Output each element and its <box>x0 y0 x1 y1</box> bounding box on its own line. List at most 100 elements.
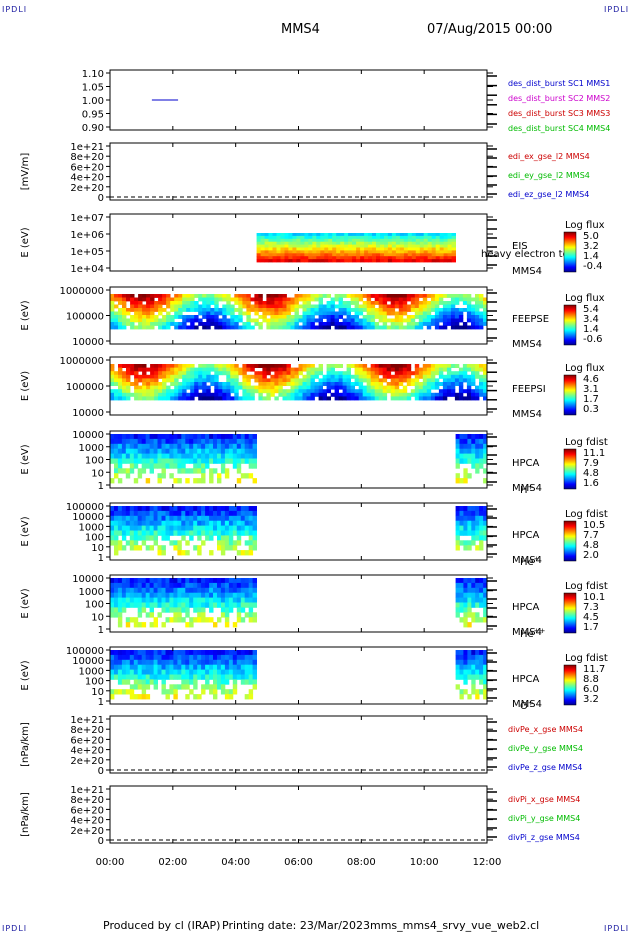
spectrogram-cell <box>190 304 195 309</box>
spectrogram-cell <box>126 378 131 383</box>
spectrogram-cell <box>228 654 234 661</box>
spectrogram-cell <box>210 297 215 302</box>
spectrogram-cell <box>220 438 226 445</box>
spectrogram-cell <box>224 622 230 628</box>
spectrogram-cell <box>332 253 337 257</box>
spectrogram-cell <box>182 304 187 309</box>
spectrogram-cell <box>201 540 206 546</box>
spectrogram-cell <box>334 382 339 386</box>
spectrogram-cell <box>185 694 190 700</box>
spectrogram-cell <box>209 520 214 526</box>
spectrogram-cell <box>129 669 135 675</box>
spectrogram-cell <box>193 650 198 656</box>
spectrogram-cell <box>173 434 178 440</box>
spectrogram-cell <box>258 294 263 298</box>
spectrogram-cell <box>157 458 162 464</box>
spectrogram-cell <box>236 669 242 675</box>
spectrogram-cell <box>348 233 353 237</box>
spectrogram-cell <box>220 674 226 680</box>
colorbar-tick-label: -0.6 <box>583 334 603 345</box>
spectrogram-cell <box>217 679 222 685</box>
spectrogram-cell <box>220 602 226 608</box>
spectrogram-cell <box>434 304 440 309</box>
colorbar <box>563 520 577 562</box>
spectrogram-cell <box>126 371 131 376</box>
y-tick-label: 1e+06 <box>70 230 104 241</box>
spectrogram-cell <box>458 318 464 323</box>
spectrogram-cell <box>346 325 351 330</box>
spectrogram-cell <box>209 597 214 603</box>
spectrogram-cell <box>298 371 303 376</box>
species-charge: + <box>534 555 540 563</box>
spectrogram-cell <box>316 259 321 263</box>
spectrogram-cell <box>380 244 385 248</box>
spectrogram-cell <box>193 607 198 613</box>
spectrogram-cell <box>157 650 162 656</box>
spectrogram-cell <box>145 674 151 680</box>
spectrogram-cell <box>217 448 222 454</box>
spectrogram-cell <box>402 367 408 372</box>
spectrogram-cell <box>236 612 242 618</box>
spectrogram-cell <box>154 322 159 326</box>
spectrogram-cell <box>411 244 417 248</box>
spectrogram-cell <box>161 592 166 598</box>
spectrogram-cell <box>142 297 147 302</box>
spectrogram-cell <box>250 385 255 390</box>
colorbar-title: Log flux <box>565 220 605 231</box>
spectrogram-cell <box>153 587 158 594</box>
spectrogram-cell <box>213 515 218 522</box>
spectrogram-cell <box>246 311 251 316</box>
spectrogram-cell <box>242 301 247 305</box>
spectrogram-cell <box>181 453 186 459</box>
spectrogram-cell <box>326 364 331 368</box>
spectrogram-cell <box>185 520 190 526</box>
spectrogram-cell <box>458 294 464 298</box>
spectrogram-cell <box>430 294 436 298</box>
spectrogram-cell <box>463 607 468 613</box>
spectrogram-cell <box>145 612 151 618</box>
spectrogram-cell <box>380 235 385 240</box>
instrument-label: EIS <box>512 241 528 252</box>
spectrogram-cell <box>358 297 364 302</box>
spectrogram-cell <box>201 592 206 598</box>
spectrogram-cell <box>326 367 331 372</box>
spectrogram-cell <box>415 259 421 263</box>
spectrogram-cell <box>158 396 163 401</box>
spectrogram-cell <box>125 453 131 459</box>
spectrogram-cell <box>459 453 464 459</box>
spectrogram-cell <box>170 304 175 309</box>
spectrogram-cell <box>342 389 347 394</box>
spectrogram-cell <box>446 294 452 298</box>
spectrogram-cell <box>286 378 291 383</box>
spectrogram-cell <box>244 592 250 598</box>
spectrogram-cell <box>118 367 123 372</box>
spectrogram-cell <box>270 364 275 368</box>
spectrogram-cell <box>310 374 315 379</box>
spectrogram-cell <box>166 367 171 372</box>
spectrogram-cell <box>125 597 131 603</box>
spectrogram-cell <box>459 525 464 531</box>
spectrogram-cell <box>483 453 488 459</box>
spectrogram-cell <box>248 438 254 445</box>
spectrogram-cell <box>130 392 135 397</box>
spectrogram-cell <box>240 654 246 661</box>
spectrogram-cell <box>248 587 254 594</box>
spectrogram-cell <box>288 247 293 251</box>
spectrogram-cell <box>213 592 218 598</box>
spectrogram-cell <box>222 304 227 309</box>
spectrogram-cell <box>185 550 190 556</box>
spectrogram-cell <box>294 311 299 316</box>
spectrogram-cell <box>157 654 162 661</box>
spectrogram-cell <box>322 396 327 401</box>
spectrogram-cell <box>181 607 186 613</box>
spectrogram-cell <box>483 654 488 661</box>
spectrogram-cell <box>399 233 405 237</box>
spectrogram-cell <box>446 392 452 397</box>
spectrogram-cell <box>129 578 135 584</box>
spectrogram-cell <box>122 385 127 390</box>
spectrogram-cell <box>475 535 480 541</box>
spectrogram-cell <box>414 322 420 326</box>
colorbar-tick-label: 7.7 <box>583 530 599 541</box>
spectrogram-cell <box>427 241 433 245</box>
spectrogram-cell <box>407 256 413 260</box>
